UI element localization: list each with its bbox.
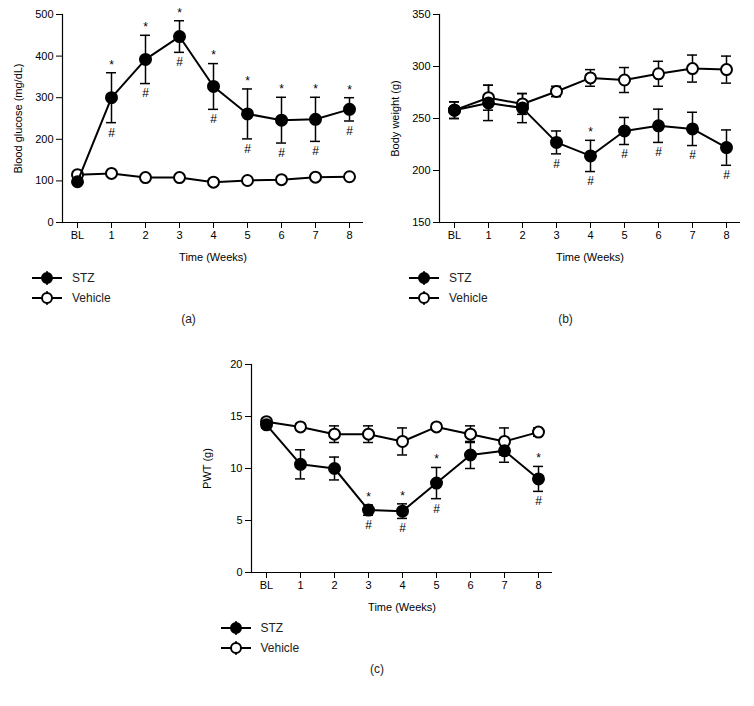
svg-text:5: 5	[621, 229, 627, 241]
svg-text:5: 5	[433, 579, 439, 591]
html-text:STZ: STZ	[449, 271, 472, 285]
svg-text:1: 1	[485, 229, 491, 241]
svg-text:3: 3	[553, 229, 559, 241]
html-text:Vehicle: Vehicle	[449, 291, 488, 305]
svg-text:2: 2	[142, 229, 148, 241]
svg-text:#: #	[621, 147, 628, 161]
svg-text:200: 200	[412, 164, 430, 176]
svg-text:15: 15	[230, 410, 242, 422]
svg-text:#: #	[176, 55, 183, 69]
svg-text:BL: BL	[71, 229, 84, 241]
svg-text:7: 7	[689, 229, 695, 241]
html-text:(c): (c)	[370, 662, 384, 676]
svg-text:250: 250	[412, 112, 430, 124]
svg-text:#: #	[655, 145, 662, 159]
svg-text:3: 3	[176, 229, 182, 241]
svg-text:7: 7	[501, 579, 507, 591]
svg-text:#: #	[210, 112, 217, 126]
svg-text:#: #	[399, 521, 406, 535]
svg-text:*: *	[366, 490, 371, 504]
svg-text:BL: BL	[448, 229, 461, 241]
svg-text:*: *	[347, 83, 352, 97]
svg-text:*: *	[245, 74, 250, 88]
svg-text:150: 150	[412, 216, 430, 228]
svg-text:0: 0	[236, 566, 242, 578]
svg-text:Time (Weeks): Time (Weeks)	[556, 251, 624, 263]
svg-text:*: *	[143, 20, 148, 34]
html-text:Vehicle: Vehicle	[260, 641, 300, 655]
svg-text:*: *	[434, 452, 439, 466]
svg-text:3: 3	[365, 579, 371, 591]
svg-text:#: #	[723, 168, 730, 182]
svg-text:#: #	[108, 126, 115, 140]
svg-text:4: 4	[399, 579, 405, 591]
svg-text:#: #	[365, 518, 372, 532]
svg-text:4: 4	[587, 229, 593, 241]
svg-text:6: 6	[655, 229, 661, 241]
svg-text:400: 400	[35, 50, 53, 62]
svg-text:2: 2	[331, 579, 337, 591]
svg-text:#: #	[689, 148, 696, 162]
svg-text:Blood glucose (mg/dL): Blood glucose (mg/dL)	[12, 63, 24, 173]
svg-text:0: 0	[47, 216, 53, 228]
svg-text:Time (Weeks): Time (Weeks)	[368, 601, 436, 613]
html-text:(a): (a)	[181, 312, 196, 326]
svg-text:8: 8	[346, 229, 352, 241]
svg-text:#: #	[278, 146, 285, 160]
svg-text:2: 2	[519, 229, 525, 241]
svg-text:4: 4	[210, 229, 216, 241]
svg-text:#: #	[433, 502, 440, 516]
html-text:STZ: STZ	[72, 271, 95, 285]
svg-text:6: 6	[278, 229, 284, 241]
svg-text:#: #	[142, 86, 149, 100]
svg-text:#: #	[535, 494, 542, 508]
svg-text:1: 1	[108, 229, 114, 241]
svg-text:#: #	[587, 174, 594, 188]
svg-text:*: *	[313, 82, 318, 96]
svg-text:500: 500	[35, 8, 53, 20]
html-text:Vehicle: Vehicle	[72, 291, 111, 305]
svg-text:#: #	[346, 124, 353, 138]
svg-text:350: 350	[412, 8, 430, 20]
svg-text:20: 20	[230, 358, 242, 370]
svg-text:*: *	[588, 125, 593, 139]
svg-text:300: 300	[35, 91, 53, 103]
svg-text:5: 5	[244, 229, 250, 241]
svg-text:*: *	[400, 489, 405, 503]
svg-text:5: 5	[236, 514, 242, 526]
svg-text:Time (Weeks): Time (Weeks)	[179, 251, 247, 263]
svg-text:Body weight (g): Body weight (g)	[389, 80, 401, 156]
svg-text:*: *	[211, 48, 216, 62]
html-text:STZ: STZ	[260, 621, 284, 635]
svg-text:*: *	[536, 451, 541, 465]
html-text:(b): (b)	[558, 312, 573, 326]
svg-text:#: #	[312, 144, 319, 158]
svg-text:#: #	[553, 157, 560, 171]
svg-text:*: *	[177, 6, 182, 20]
svg-text:200: 200	[35, 133, 53, 145]
svg-text:BL: BL	[259, 579, 272, 591]
svg-text:*: *	[279, 82, 284, 96]
svg-text:10: 10	[230, 462, 242, 474]
svg-text:300: 300	[412, 60, 430, 72]
svg-text:#: #	[244, 142, 251, 156]
svg-text:1: 1	[297, 579, 303, 591]
svg-text:*: *	[109, 58, 114, 72]
svg-text:6: 6	[467, 579, 473, 591]
svg-text:8: 8	[535, 579, 541, 591]
svg-text:PWT (g): PWT (g)	[201, 448, 213, 489]
svg-text:100: 100	[35, 174, 53, 186]
svg-text:8: 8	[723, 229, 729, 241]
svg-text:7: 7	[312, 229, 318, 241]
